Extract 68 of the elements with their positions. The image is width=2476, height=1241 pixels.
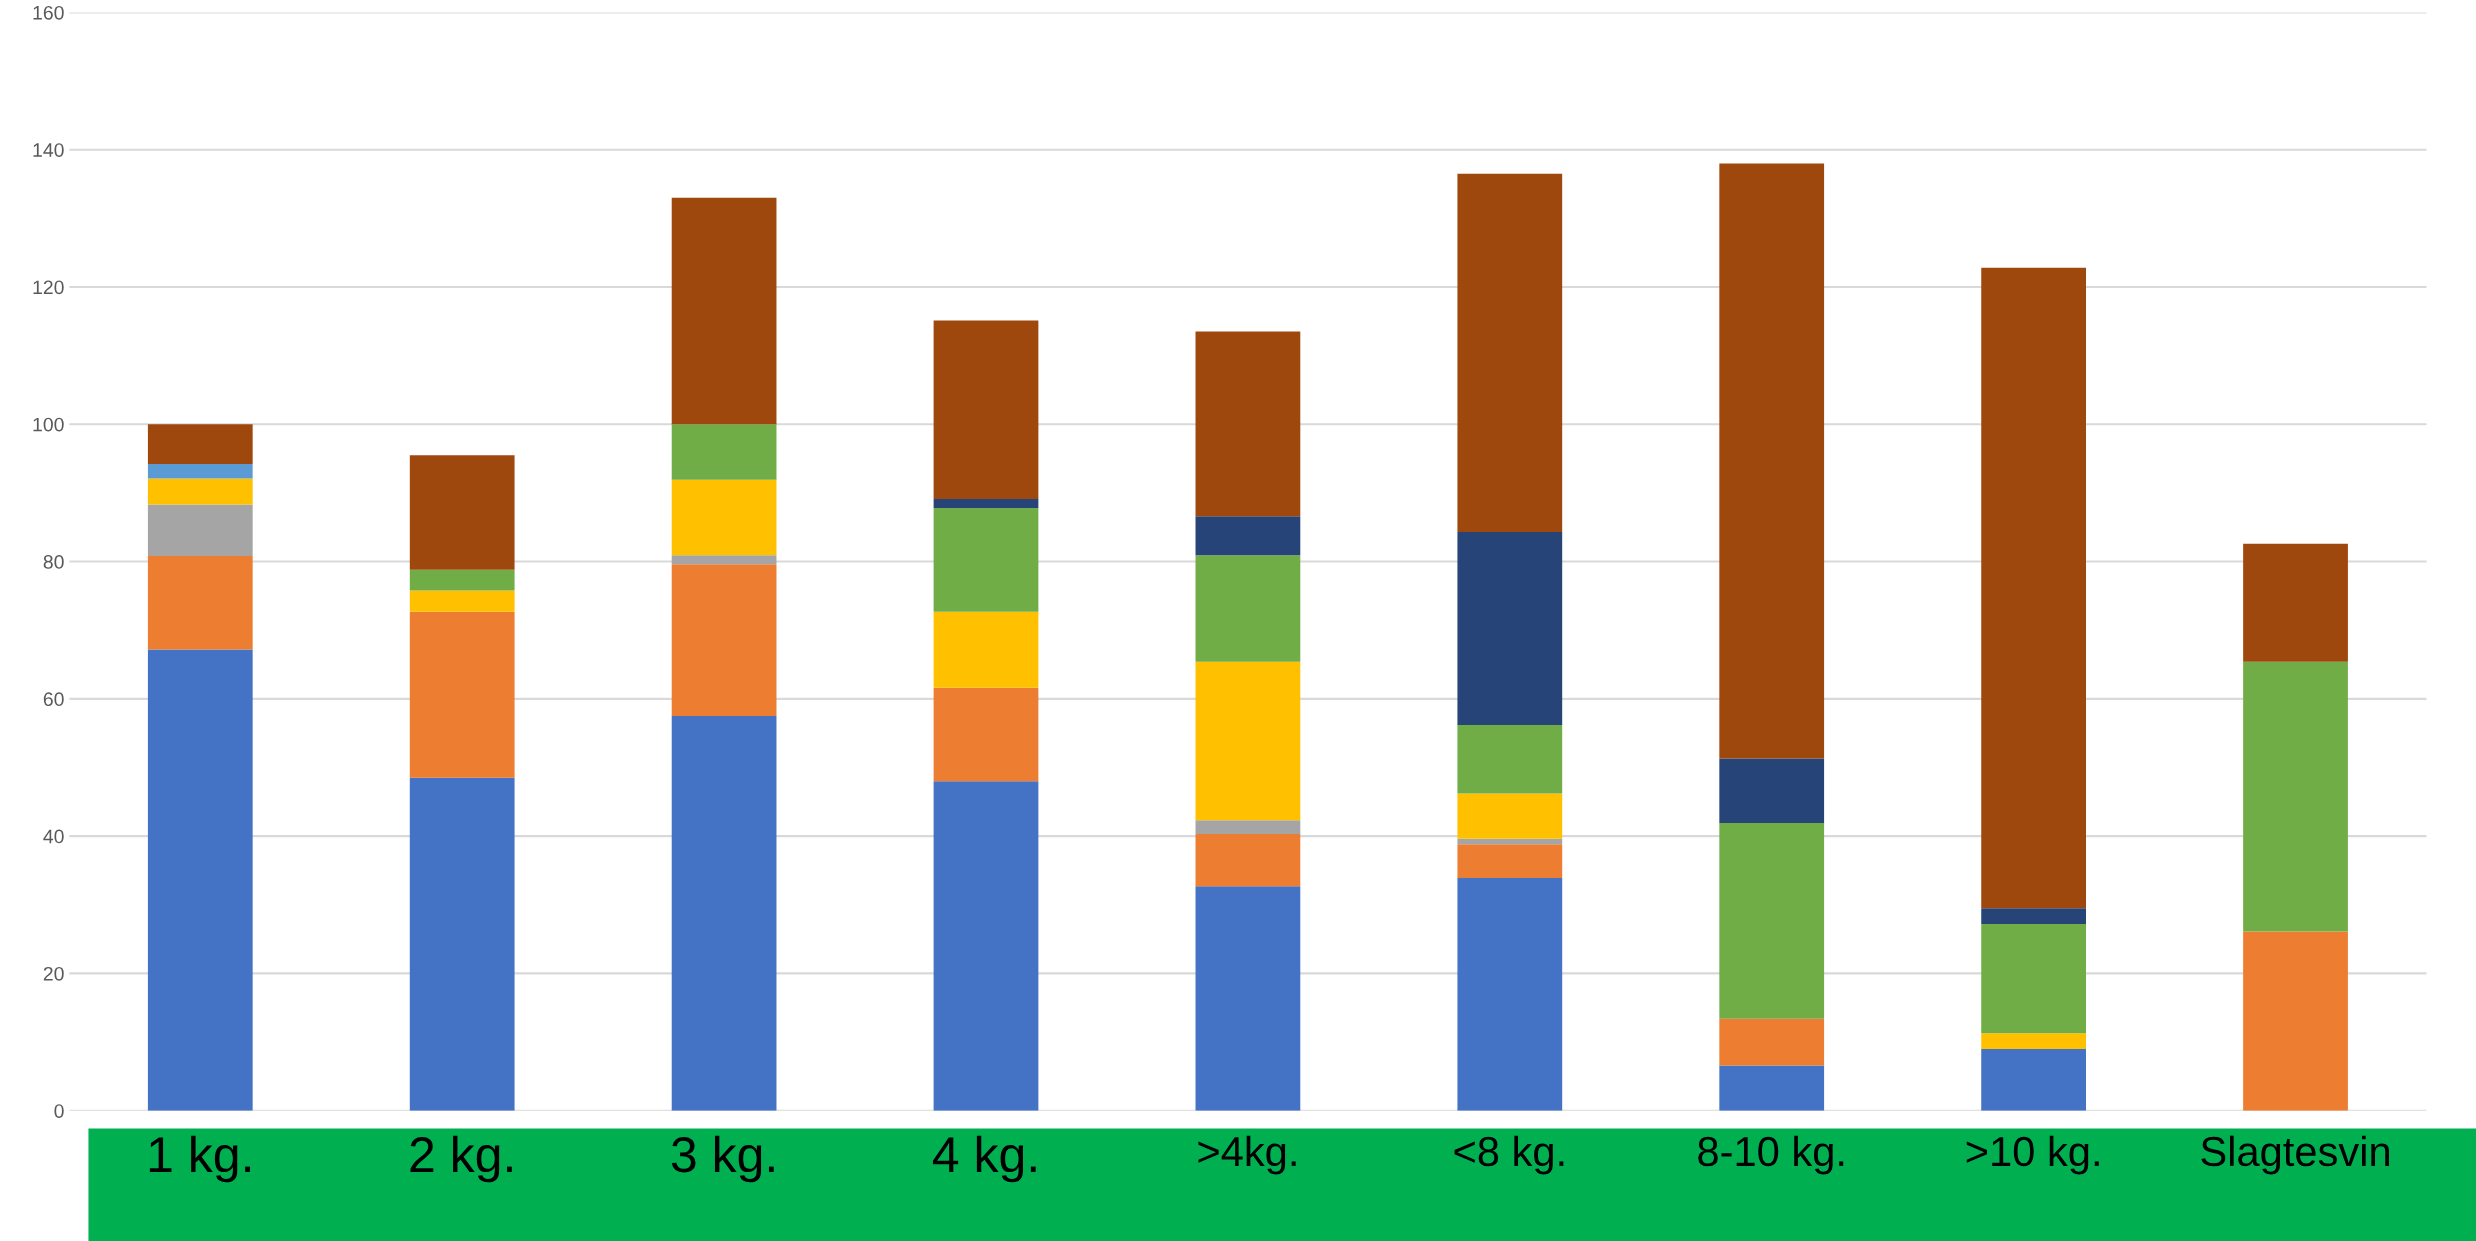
bar <box>1457 878 1563 1111</box>
bar <box>1981 267 2086 909</box>
y-tick-label: 140 <box>33 143 64 157</box>
y-tick-label: 20 <box>43 966 64 981</box>
y-tick-label: 160 <box>33 5 64 20</box>
bar <box>671 479 777 556</box>
y-tick-label: 40 <box>43 829 64 844</box>
bar <box>1719 758 1825 824</box>
bar <box>933 781 1039 1111</box>
x-tick-label: 1 kg. <box>149 1135 250 1183</box>
bar <box>2243 543 2348 662</box>
bar <box>147 556 253 650</box>
bar <box>1457 844 1563 878</box>
bar <box>1195 834 1301 887</box>
x-tick-label: >10 kg. <box>1966 1135 2099 1175</box>
bar <box>933 499 1039 509</box>
y-tick-label: 0 <box>54 1104 64 1118</box>
bar <box>933 687 1039 782</box>
bar <box>1195 516 1301 556</box>
bar <box>409 569 515 591</box>
y-tick-label: 80 <box>43 555 64 569</box>
bar <box>1719 163 1825 759</box>
bar <box>1457 724 1563 794</box>
bar <box>147 649 253 1111</box>
bar <box>1195 886 1301 1111</box>
bar <box>147 504 253 557</box>
bar <box>147 424 253 465</box>
bar <box>409 777 515 1111</box>
bar <box>409 455 515 570</box>
bar <box>147 464 253 479</box>
y-tick-label: 120 <box>33 280 64 295</box>
bar <box>1457 532 1563 725</box>
x-tick-label: 3 kg. <box>671 1135 774 1183</box>
bar <box>1457 173 1563 533</box>
x-tick-label: <8 kg. <box>1454 1135 1564 1175</box>
bar <box>1981 1033 2086 1049</box>
bar <box>933 611 1039 688</box>
bar <box>409 611 515 778</box>
x-tick-label: 8-10 kg. <box>1698 1135 1844 1175</box>
bar <box>671 424 777 480</box>
bar <box>1981 923 2086 1034</box>
bar <box>1719 1065 1825 1111</box>
bar <box>671 716 777 1111</box>
y-tick-label: 100 <box>33 417 64 432</box>
bar <box>1195 555 1301 662</box>
bar <box>933 320 1039 500</box>
bar <box>671 555 777 565</box>
bar <box>2243 931 2348 1111</box>
bar <box>933 508 1039 612</box>
bar <box>409 590 515 612</box>
y-tick-label: 60 <box>43 692 64 707</box>
x-tick-label: >4kg. <box>1198 1135 1296 1175</box>
x-tick-label: Slagtesvin <box>2201 1135 2389 1175</box>
bar <box>671 564 777 716</box>
x-tick-label: 4 kg. <box>932 1135 1036 1183</box>
bar <box>2243 661 2348 932</box>
bar <box>1457 793 1563 839</box>
bar <box>1457 838 1563 845</box>
bar <box>1195 661 1301 821</box>
bar <box>1719 1018 1825 1066</box>
bar <box>1195 820 1301 835</box>
bar <box>1195 331 1301 517</box>
bar <box>1981 1048 2086 1111</box>
bar <box>671 197 777 425</box>
bar <box>147 478 253 505</box>
bar <box>1719 823 1825 1019</box>
bar <box>1981 908 2086 924</box>
x-tick-label: 2 kg. <box>410 1135 512 1183</box>
